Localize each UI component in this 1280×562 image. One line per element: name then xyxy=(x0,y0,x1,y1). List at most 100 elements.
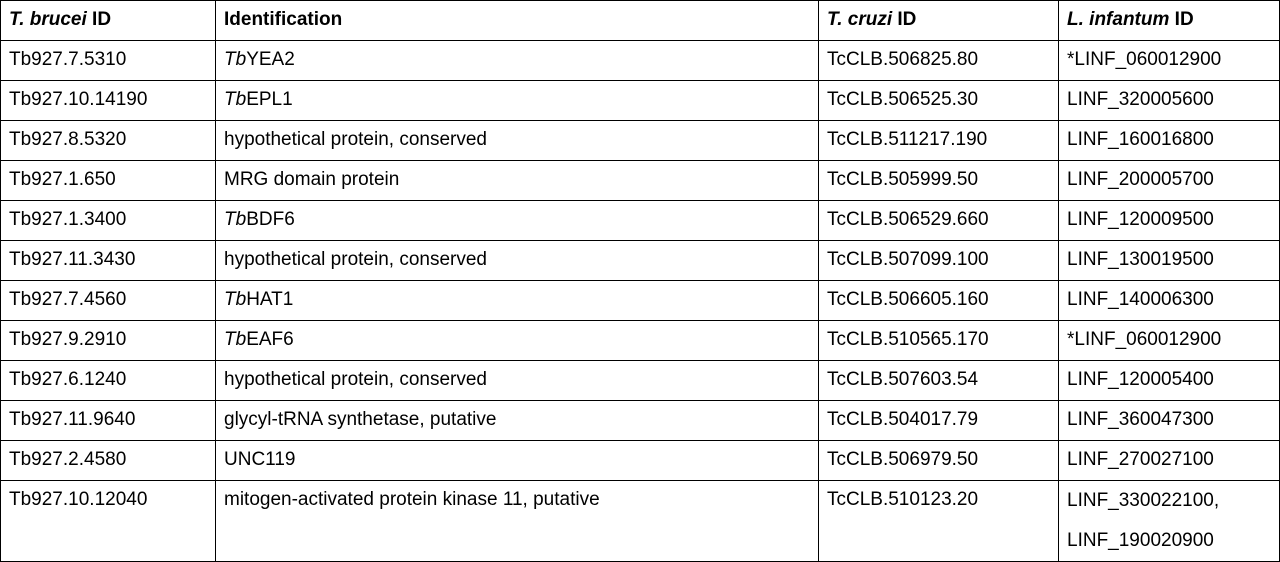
table-row: Tb927.11.3430 hypothetical protein, conse… xyxy=(0,240,1280,281)
italic-text: Tb xyxy=(224,209,247,230)
table-row: Tb927.7.5310 TbYEA2 TcCLB.506825.80 *LINF_0… xyxy=(0,40,1280,81)
table-cell: TcCLB.510565.170 xyxy=(818,320,1059,361)
italic-text: Tb xyxy=(224,89,247,110)
cell-text: EPL1 xyxy=(246,89,293,110)
cell-text: LINF_120009500 xyxy=(1067,209,1214,230)
table-row: Tb927.9.2910 TbEAF6 TcCLB.510565.170 *LINF_… xyxy=(0,320,1280,361)
cell-text: hypothetical protein, conserved xyxy=(224,129,487,150)
cell-text: Tb927.11.3430 xyxy=(9,249,136,270)
cell-text: Tb927.9.2910 xyxy=(9,329,127,350)
cell-text: TcCLB.506529.660 xyxy=(827,209,989,230)
cell-text: Tb927.7.4560 xyxy=(9,289,127,310)
table-cell: Tb927.9.2910 xyxy=(0,320,216,361)
table-cell: *LINF_060012900 xyxy=(1058,320,1280,361)
table-cell: TcCLB.511217.190 xyxy=(818,120,1059,161)
cell-text: TcCLB.510565.170 xyxy=(827,329,989,350)
table-row: Tb927.10.12040 mitogen-activated protein … xyxy=(0,480,1280,562)
table-cell: LINF_120005400 xyxy=(1058,360,1280,401)
cell-text: Tb927.1.3400 xyxy=(9,209,127,230)
table-cell: TcCLB.504017.79 xyxy=(818,400,1059,441)
table-cell: LINF_330022100, LINF_190020900 xyxy=(1058,480,1280,562)
table-cell: LINF_360047300 xyxy=(1058,400,1280,441)
header-cell: T. brucei ID xyxy=(0,0,216,41)
table-cell: TbYEA2 xyxy=(215,40,819,81)
cell-text: Tb927.6.1240 xyxy=(9,369,127,390)
cell-text: mitogen-activated protein kinase 11, put… xyxy=(224,489,600,510)
table-cell: TbEPL1 xyxy=(215,80,819,121)
italic-text: Tb xyxy=(224,49,247,70)
cell-text: Tb927.11.9640 xyxy=(9,409,136,430)
cell-text: Tb927.10.14190 xyxy=(9,89,148,110)
cell-text: ID xyxy=(86,9,112,30)
table-cell: TbEAF6 xyxy=(215,320,819,361)
table-cell: Tb927.10.14190 xyxy=(0,80,216,121)
header-cell: Identification xyxy=(215,0,819,41)
table-cell: LINF_140006300 xyxy=(1058,280,1280,321)
table-cell: TcCLB.507099.100 xyxy=(818,240,1059,281)
table-cell: *LINF_060012900 xyxy=(1058,40,1280,81)
cell-text: TcCLB.510123.20 xyxy=(827,489,979,510)
table-cell: TcCLB.506979.50 xyxy=(818,440,1059,481)
cell-text: ID xyxy=(1169,9,1194,30)
table-cell: TbBDF6 xyxy=(215,200,819,241)
cell-text: TcCLB.511217.190 xyxy=(827,129,988,150)
cell-text: hypothetical protein, conserved xyxy=(224,369,487,390)
cell-text: LINF_160016800 xyxy=(1067,129,1214,150)
table-cell: TcCLB.510123.20 xyxy=(818,480,1059,562)
cell-text: TcCLB.507099.100 xyxy=(827,249,989,270)
cell-text: LINF_120005400 xyxy=(1067,369,1214,390)
cell-line: LINF_190020900 xyxy=(1067,530,1214,551)
table-cell: LINF_120009500 xyxy=(1058,200,1280,241)
table-row: Tb927.6.1240 hypothetical protein, conser… xyxy=(0,360,1280,401)
table-cell: UNC119 xyxy=(215,440,819,481)
header-cell: T. cruzi ID xyxy=(818,0,1059,41)
table-row: Tb927.2.4580 UNC119 TcCLB.506979.50 LINF_27… xyxy=(0,440,1280,481)
cell-text: Tb927.8.5320 xyxy=(9,129,127,150)
table-cell: LINF_130019500 xyxy=(1058,240,1280,281)
cell-text: Tb927.7.5310 xyxy=(9,49,127,70)
table-cell: MRG domain protein xyxy=(215,160,819,201)
table-row: Tb927.8.5320 hypothetical protein, conser… xyxy=(0,120,1280,161)
table-cell: glycyl-tRNA synthetase, putative xyxy=(215,400,819,441)
table-cell: LINF_200005700 xyxy=(1058,160,1280,201)
cell-text: *LINF_060012900 xyxy=(1067,49,1222,70)
header-cell: L. infantum ID xyxy=(1058,0,1280,41)
table-cell: LINF_160016800 xyxy=(1058,120,1280,161)
table-cell: LINF_320005600 xyxy=(1058,80,1280,121)
table-row: Tb927.10.14190 TbEPL1 TcCLB.506525.30 LINF_… xyxy=(0,80,1280,121)
table-cell: TcCLB.506529.660 xyxy=(818,200,1059,241)
cell-text: TcCLB.506605.160 xyxy=(827,289,989,310)
table-cell: hypothetical protein, conserved xyxy=(215,360,819,401)
cell-text: UNC119 xyxy=(224,449,296,470)
cell-text: ID xyxy=(892,9,917,30)
table-cell: hypothetical protein, conserved xyxy=(215,240,819,281)
table-cell: hypothetical protein, conserved xyxy=(215,120,819,161)
cell-text: TcCLB.506979.50 xyxy=(827,449,979,470)
table-cell: Tb927.10.12040 xyxy=(0,480,216,562)
italic-text: L. infantum xyxy=(1067,9,1170,30)
table-cell: TcCLB.506525.30 xyxy=(818,80,1059,121)
table-cell: Tb927.8.5320 xyxy=(0,120,216,161)
cell-text: TcCLB.506525.30 xyxy=(827,89,979,110)
cell-text: Identification xyxy=(224,9,343,30)
table-row: Tb927.7.4560 TbHAT1 TcCLB.506605.160 LINF_1… xyxy=(0,280,1280,321)
table-cell: Tb927.1.650 xyxy=(0,160,216,201)
cell-text: glycyl-tRNA synthetase, putative xyxy=(224,409,497,430)
cell-text: TcCLB.506825.80 xyxy=(827,49,979,70)
header-row: T. brucei ID Identification T. cruzi ID L. … xyxy=(0,0,1280,41)
table-cell: Tb927.1.3400 xyxy=(0,200,216,241)
cell-text: YEA2 xyxy=(246,49,295,70)
table-cell: TcCLB.505999.50 xyxy=(818,160,1059,201)
table-row: Tb927.11.9640 glycyl-tRNA synthetase, put… xyxy=(0,400,1280,441)
table-cell: TcCLB.506605.160 xyxy=(818,280,1059,321)
cell-text: LINF_200005700 xyxy=(1067,169,1214,190)
table-cell: TcCLB.506825.80 xyxy=(818,40,1059,81)
cell-text: LINF_130019500 xyxy=(1067,249,1214,270)
italic-text: Tb xyxy=(224,289,247,310)
table-header: T. brucei ID Identification T. cruzi ID L. … xyxy=(0,0,1280,41)
cell-text: Tb927.2.4580 xyxy=(9,449,127,470)
table-cell: Tb927.7.5310 xyxy=(0,40,216,81)
table-cell: TcCLB.507603.54 xyxy=(818,360,1059,401)
cell-text: *LINF_060012900 xyxy=(1067,329,1222,350)
